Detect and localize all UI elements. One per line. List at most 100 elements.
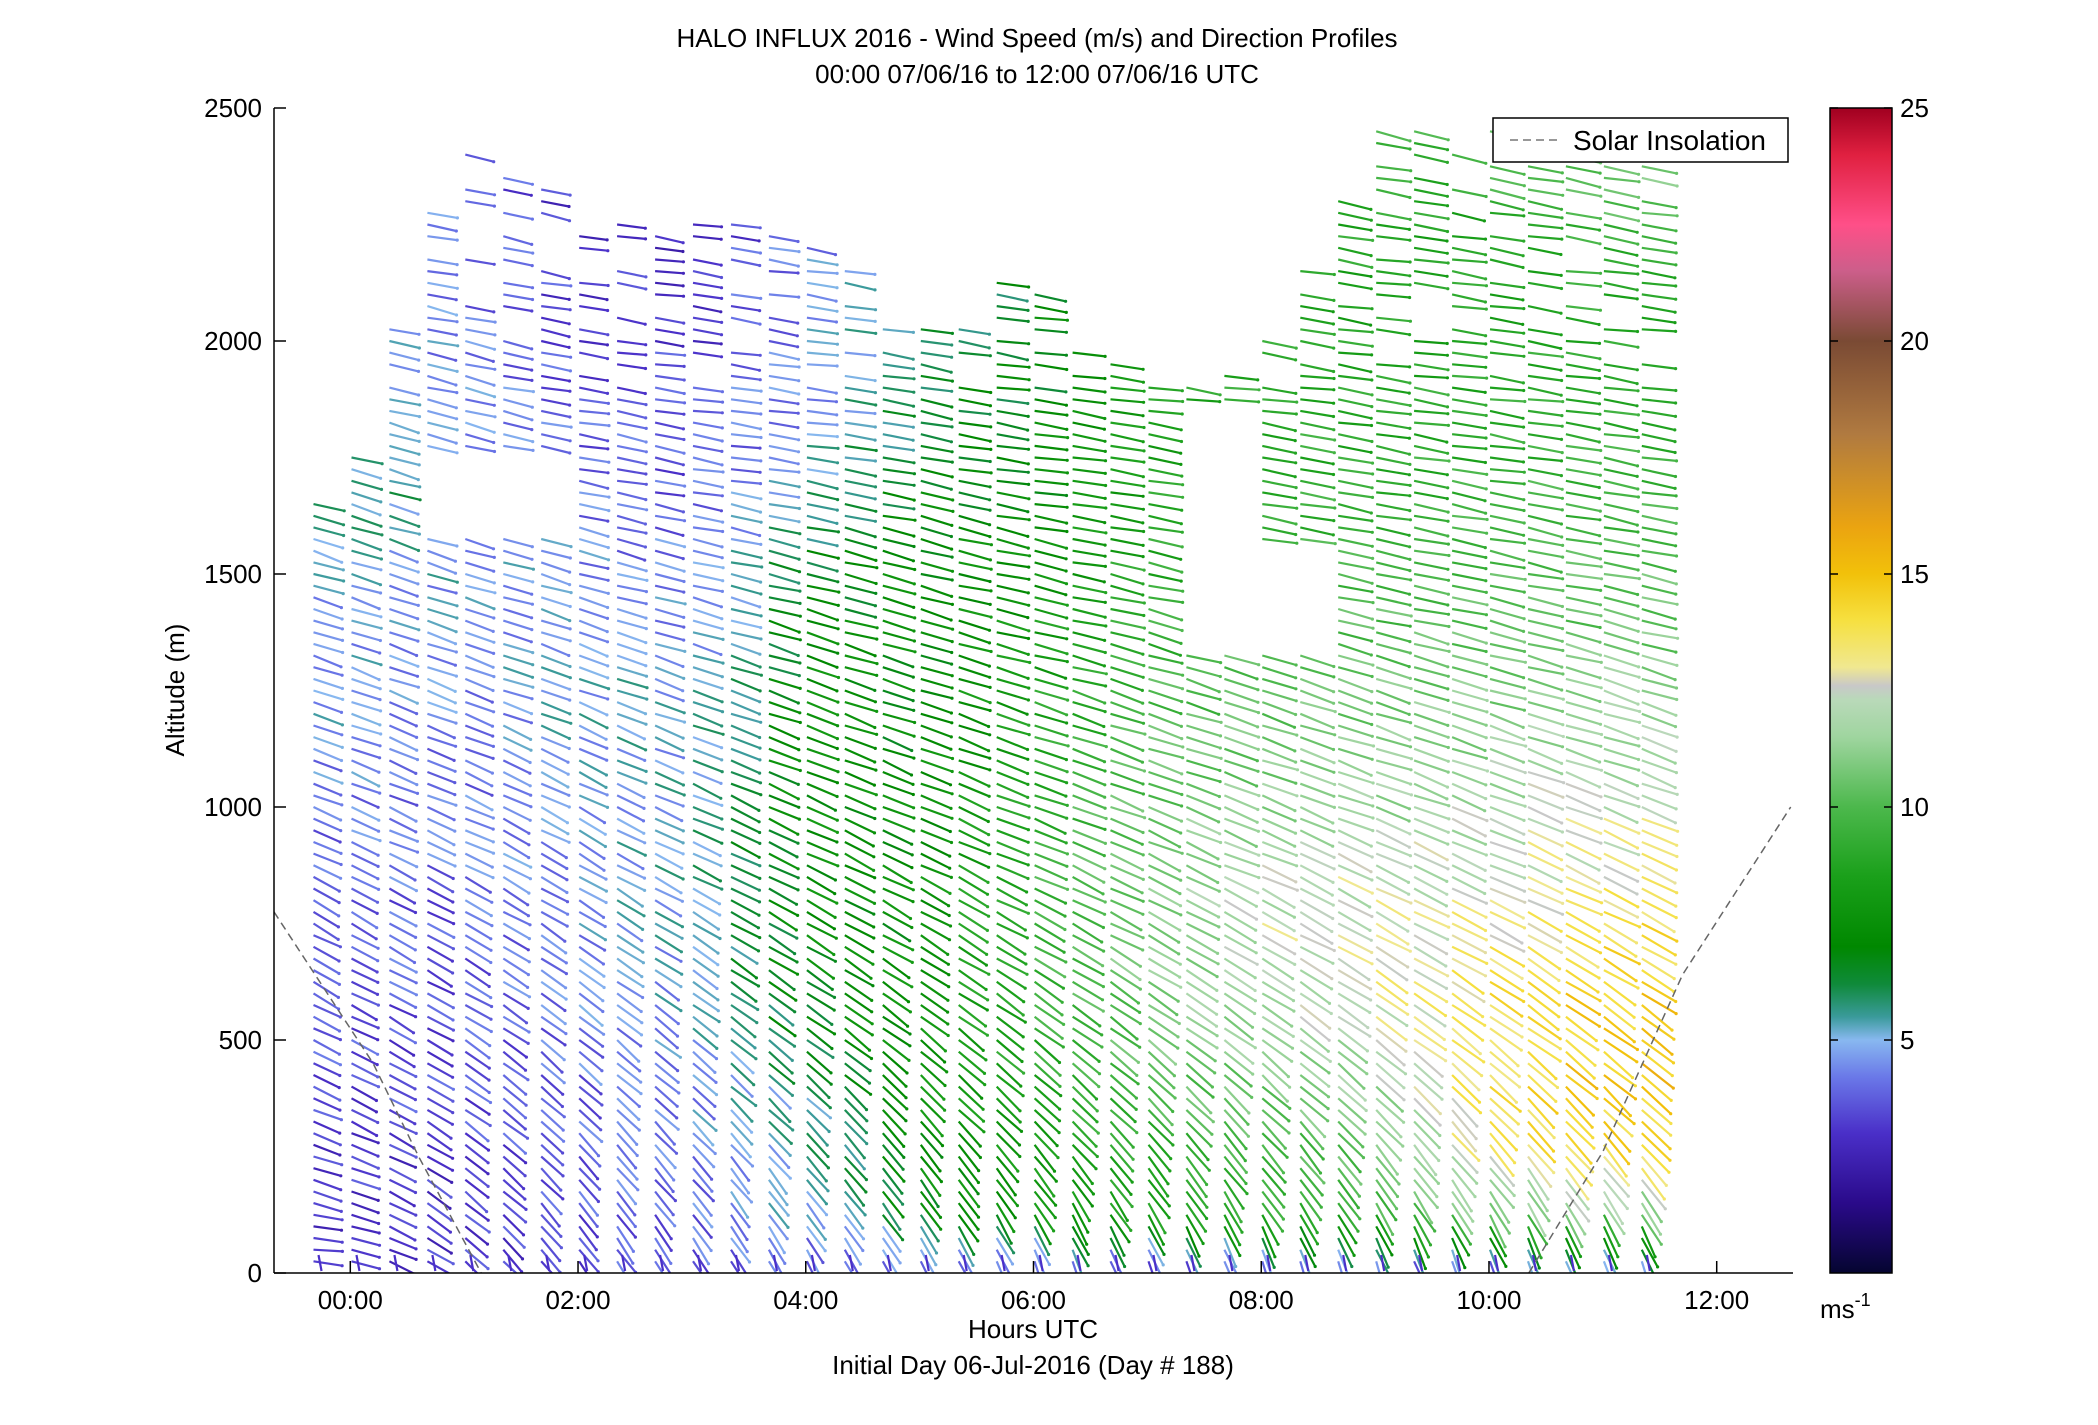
wind-vector	[427, 549, 456, 563]
wind-vector	[1223, 957, 1256, 979]
wind-vector-head	[529, 748, 533, 752]
wind-vector-head	[605, 805, 610, 810]
wind-vector	[540, 945, 567, 964]
wind-vector	[767, 1167, 788, 1195]
wind-vector-head	[1292, 1009, 1296, 1013]
wind-vector-head	[340, 1218, 344, 1222]
wind-vector	[844, 736, 876, 750]
wind-vector-head	[757, 239, 761, 243]
wind-vector-head	[1446, 534, 1450, 538]
wind-vector-head	[1446, 914, 1450, 918]
wind-vector-head	[873, 354, 877, 358]
wind-vector	[957, 1260, 967, 1273]
wind-vector-head	[1129, 1228, 1133, 1232]
wind-vector-head	[1125, 1218, 1129, 1222]
wind-vector	[806, 537, 838, 547]
wind-vector-head	[376, 1038, 380, 1042]
wind-vector	[1071, 1097, 1098, 1123]
wind-vector	[1337, 934, 1373, 954]
wind-vector	[1033, 1027, 1064, 1048]
wind-vector	[1375, 677, 1412, 690]
wind-vector	[806, 875, 836, 895]
wind-vector	[427, 223, 457, 233]
wind-vector-head	[758, 830, 762, 835]
wind-vector	[1337, 864, 1373, 882]
wind-vector-head	[1026, 757, 1030, 761]
wind-vector-head	[1315, 1231, 1319, 1235]
wind-vector-head	[644, 440, 648, 444]
wind-vector	[1375, 992, 1409, 1016]
wind-vector	[995, 1167, 1017, 1196]
wind-vector-head	[563, 1008, 567, 1013]
wind-vector-head	[1484, 355, 1488, 359]
wind-vector	[995, 1097, 1021, 1123]
wind-vector-head	[1407, 712, 1411, 717]
wind-vector-head	[1405, 1023, 1409, 1028]
wind-vector-head	[451, 1006, 455, 1010]
wind-vector	[426, 945, 453, 963]
wind-vector-head	[451, 1099, 455, 1103]
wind-vector	[464, 596, 495, 610]
wind-vector-head	[1065, 864, 1069, 868]
wind-vector-head	[487, 1230, 491, 1234]
wind-vector-head	[1141, 899, 1145, 903]
wind-vector	[768, 328, 798, 337]
wind-vector-head	[491, 840, 495, 844]
wind-vector	[465, 305, 495, 313]
wind-vector-head	[792, 1044, 797, 1048]
wind-vector	[772, 1254, 779, 1272]
wind-vector-head	[1484, 555, 1488, 560]
wind-vector-head	[912, 377, 916, 381]
wind-vector-head	[711, 1199, 715, 1203]
wind-vector	[1185, 1085, 1212, 1114]
wind-vector-head	[1026, 591, 1030, 595]
wind-vector	[1148, 561, 1183, 574]
wind-vector	[578, 1027, 604, 1048]
wind-vector	[768, 782, 799, 800]
wind-vector	[541, 386, 571, 393]
wind-vector	[692, 747, 723, 761]
wind-vector	[1185, 1237, 1202, 1267]
wind-vector	[654, 607, 685, 619]
wind-vector	[1185, 1015, 1218, 1037]
wind-vector	[1186, 724, 1221, 737]
wind-vector	[1299, 1120, 1324, 1150]
wind-vector-head	[530, 545, 534, 549]
wind-vector-head	[1484, 334, 1488, 338]
wind-vector-head	[950, 696, 954, 700]
wind-vector-head	[562, 1058, 566, 1062]
wind-vector	[1185, 1039, 1216, 1062]
wind-vector	[1072, 631, 1105, 642]
wind-vector	[1148, 677, 1183, 690]
wind-vector-head	[1371, 238, 1375, 242]
wind-vector	[1261, 992, 1295, 1013]
wind-vector-head	[342, 579, 346, 583]
wind-vector-head	[449, 1136, 453, 1140]
wind-vector-head	[524, 1103, 528, 1107]
wind-vector-head	[758, 864, 762, 868]
wind-vector	[768, 1144, 790, 1169]
wind-vector-head	[714, 1093, 719, 1097]
wind-vector	[1376, 328, 1410, 336]
wind-vector	[426, 1143, 454, 1160]
wind-vector-head	[339, 758, 344, 763]
wind-vector	[1413, 794, 1450, 807]
wind-vector-head	[415, 594, 419, 598]
wind-vector	[692, 864, 721, 882]
wind-vector-head	[1257, 735, 1261, 739]
wind-vector-head	[1013, 1216, 1017, 1220]
wind-vector	[768, 759, 801, 772]
wind-vector-head	[1027, 565, 1031, 569]
wind-vector-head	[376, 1141, 380, 1145]
wind-vector	[503, 561, 534, 571]
wind-vector	[692, 1085, 716, 1108]
wind-vector	[464, 1260, 479, 1273]
wind-vector-head	[450, 1064, 454, 1068]
wind-vector-head	[947, 973, 951, 977]
wind-vector	[1414, 351, 1448, 357]
wind-vector-head	[1408, 139, 1412, 143]
wind-vector-head	[1216, 962, 1220, 966]
wind-vector-head	[835, 830, 840, 835]
wind-vector	[996, 677, 1030, 690]
wind-vector	[427, 293, 457, 301]
